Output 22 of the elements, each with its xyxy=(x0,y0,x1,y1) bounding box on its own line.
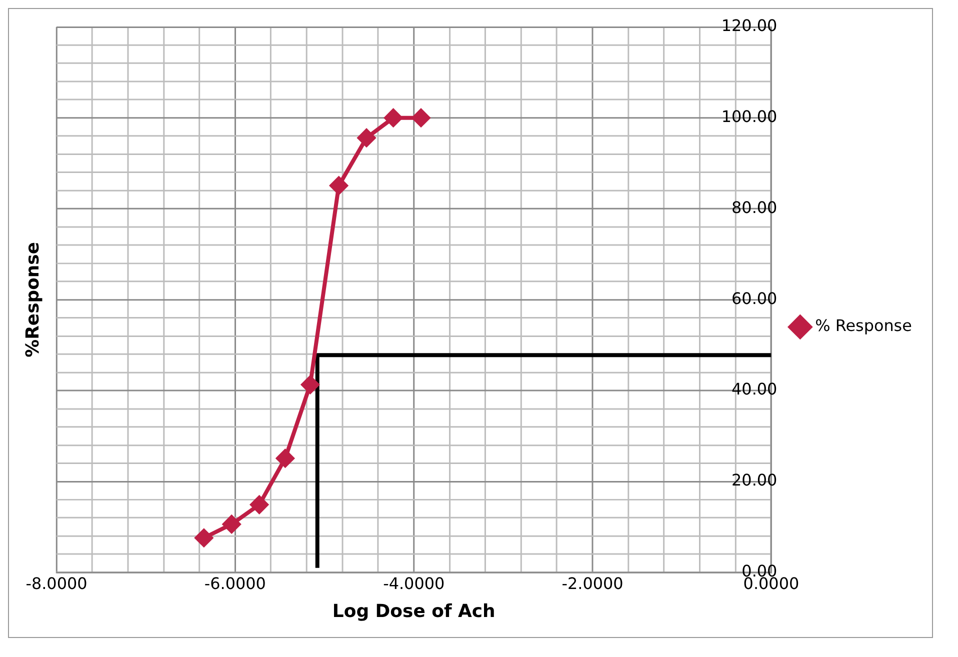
y-tick-label: 120.00 xyxy=(721,16,778,36)
x-tick-label: -8.0000 xyxy=(26,574,88,594)
point xyxy=(194,528,213,547)
legend-label: % Response xyxy=(815,316,912,336)
y-tick-label: 40.00 xyxy=(732,380,778,399)
point xyxy=(222,515,241,534)
point xyxy=(412,108,430,127)
x-tick-label: -2.0000 xyxy=(562,574,624,594)
point xyxy=(384,108,402,127)
x-tick-label: -4.0000 xyxy=(383,574,445,594)
y-axis-title: %Response xyxy=(22,242,44,358)
point xyxy=(301,376,320,394)
y-tick-label: 20.00 xyxy=(732,470,778,490)
point xyxy=(276,449,294,468)
y-tick-label: 100.00 xyxy=(721,107,778,126)
y-tick-label: 60.00 xyxy=(732,288,778,308)
x-tick-label: -6.0000 xyxy=(204,574,266,594)
x-axis-title: Log Dose of Ach xyxy=(332,600,496,622)
point xyxy=(330,176,348,195)
point xyxy=(358,128,376,147)
y-tick-label: 80.00 xyxy=(732,198,778,217)
point xyxy=(250,496,268,514)
